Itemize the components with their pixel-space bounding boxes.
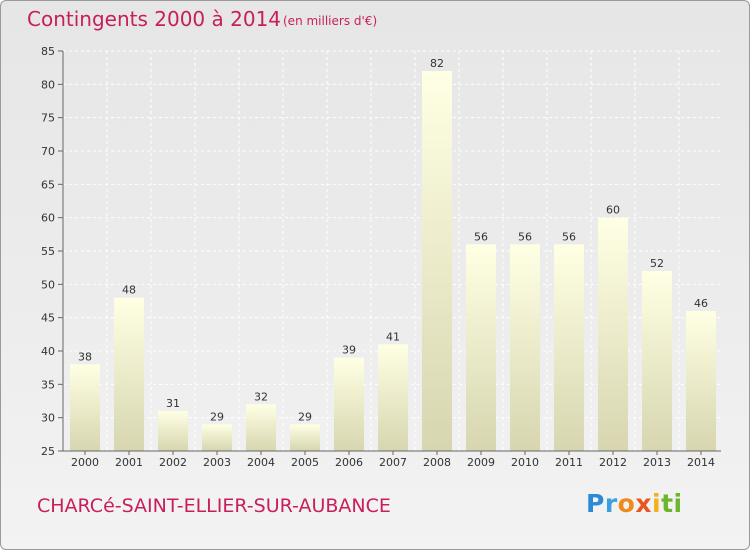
bar [70, 364, 100, 451]
logo-letter: ti [661, 489, 683, 518]
bar [642, 271, 672, 451]
value-label: 38 [78, 350, 92, 363]
value-label: 56 [518, 230, 532, 243]
value-label: 29 [298, 410, 312, 423]
logo-letter: o [617, 489, 636, 518]
y-tick-label: 75 [41, 112, 55, 125]
value-label: 41 [386, 330, 400, 343]
y-tick-label: 80 [41, 78, 55, 91]
x-tick-label: 2004 [247, 456, 275, 469]
value-label: 56 [474, 230, 488, 243]
y-tick-label: 30 [41, 412, 55, 425]
bar [510, 244, 540, 451]
bar [598, 217, 628, 451]
x-tick-label: 2014 [687, 456, 715, 469]
y-tick-label: 45 [41, 312, 55, 325]
bar [202, 424, 232, 451]
x-tick-label: 2012 [599, 456, 627, 469]
logo-letter: r [604, 489, 618, 518]
commune-name: CHARCé-SAINT-ELLIER-SUR-AUBANCE [37, 495, 391, 517]
bar [246, 404, 276, 451]
bar [158, 411, 188, 451]
x-tick-label: 2013 [643, 456, 671, 469]
x-tick-label: 2008 [423, 456, 451, 469]
x-tick-label: 2006 [335, 456, 363, 469]
bar [334, 357, 364, 451]
value-label: 32 [254, 390, 268, 403]
y-tick-label: 55 [41, 245, 55, 258]
x-tick-label: 2011 [555, 456, 583, 469]
y-tick-label: 25 [41, 445, 55, 458]
x-tick-label: 2003 [203, 456, 231, 469]
x-tick-label: 2005 [291, 456, 319, 469]
y-tick-label: 85 [41, 45, 55, 58]
value-label: 31 [166, 397, 180, 410]
bar [422, 71, 452, 451]
value-label: 52 [650, 257, 664, 270]
y-tick-label: 50 [41, 278, 55, 291]
value-label: 29 [210, 410, 224, 423]
bar [466, 244, 496, 451]
bar [114, 297, 144, 451]
value-label: 48 [122, 284, 136, 297]
x-tick-label: 2000 [71, 456, 99, 469]
y-tick-label: 70 [41, 145, 55, 158]
x-tick-label: 2001 [115, 456, 143, 469]
chart-title: Contingents 2000 à 2014 [27, 7, 282, 31]
y-tick-label: 60 [41, 212, 55, 225]
bar [554, 244, 584, 451]
proxiti-logo: Proxiti [586, 489, 683, 518]
bar [290, 424, 320, 451]
chart-subtitle: (en milliers d'€) [283, 14, 378, 28]
y-tick-label: 40 [41, 345, 55, 358]
y-tick-label: 65 [41, 178, 55, 191]
value-label: 46 [694, 297, 708, 310]
logo-letter: i [652, 489, 662, 518]
bar [378, 344, 408, 451]
x-tick-label: 2002 [159, 456, 187, 469]
logo-letter: P [586, 489, 605, 518]
x-tick-label: 2009 [467, 456, 495, 469]
logo-letter: x [635, 489, 652, 518]
x-tick-label: 2007 [379, 456, 407, 469]
value-label: 56 [562, 230, 576, 243]
value-label: 82 [430, 57, 444, 70]
y-tick-label: 35 [41, 378, 55, 391]
bar [686, 311, 716, 451]
value-label: 39 [342, 344, 356, 357]
value-label: 60 [606, 204, 620, 217]
x-tick-label: 2010 [511, 456, 539, 469]
